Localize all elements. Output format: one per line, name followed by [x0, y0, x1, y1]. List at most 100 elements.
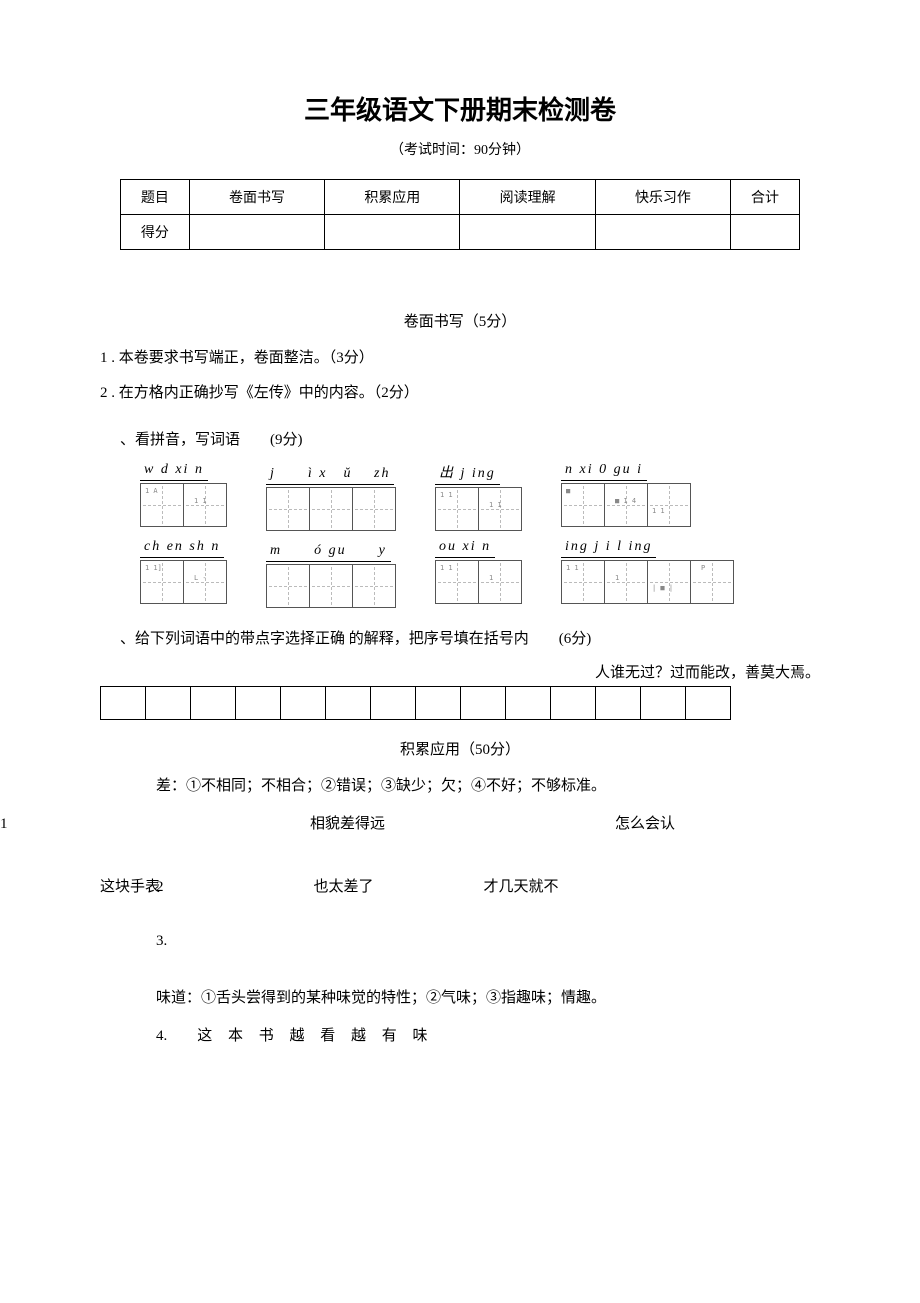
char-box: P [690, 560, 734, 604]
char-box: 1 A [140, 483, 184, 527]
char-box [309, 487, 353, 531]
char-box [266, 564, 310, 608]
th-writing: 快乐习作 [595, 180, 730, 215]
answer-cell [281, 687, 326, 720]
pinyin-text: 出 j ing [435, 462, 500, 485]
noise-text: 1 1 [652, 508, 665, 515]
noise-text: P [701, 565, 705, 572]
td-empty [189, 215, 324, 250]
th-reading: 阅读理解 [460, 180, 595, 215]
char-boxes: 1 1 1 [435, 560, 521, 604]
char-box [352, 487, 396, 531]
char-box: 1 [478, 560, 522, 604]
answer-cell [416, 687, 461, 720]
pinyin-block: ou xi n 1 1 1 [435, 539, 521, 608]
noise-text: 1 1 [440, 565, 453, 572]
noise-text: 1 1 [489, 502, 502, 509]
noise-text: L - [194, 575, 207, 582]
th-topic: 题目 [121, 180, 190, 215]
char-box: 1 1 [561, 560, 605, 604]
answer-cell [461, 687, 506, 720]
pinyin-block: ing j i l ing 1 1 1 | ■ | P [561, 539, 733, 608]
char-box: ■ 1 4 [604, 483, 648, 527]
doc-subtitle: （考试时间：90分钟） [100, 139, 820, 159]
explain-heading: 、给下列词语中的带点字选择正确 的解释，把序号填在括号内 (6分) [120, 626, 820, 653]
pinyin-text: j ì x ǔ zh [266, 462, 394, 485]
pinyin-text: ou xi n [435, 539, 495, 558]
th-accum: 积累应用 [325, 180, 460, 215]
answer-cell [236, 687, 281, 720]
pinyin-text: ing j i l ing [561, 539, 656, 558]
answer-cell [371, 687, 416, 720]
char-box [309, 564, 353, 608]
pinyin-text: n xi 0 gu i [561, 462, 647, 481]
td-empty [731, 215, 800, 250]
handwriting-heading: 卷面书写（5分） [100, 310, 820, 331]
pinyin-text: w d xi n [140, 462, 208, 481]
char-box: 1 1] [140, 560, 184, 604]
char-box [352, 564, 396, 608]
char-box: 1 1 [435, 487, 479, 531]
td-empty [325, 215, 460, 250]
char-boxes: 1 1 1 | ■ | P [561, 560, 733, 604]
td-score-label: 得分 [121, 215, 190, 250]
td-empty [460, 215, 595, 250]
q3-num: 3. [156, 928, 820, 955]
char-boxes [266, 487, 395, 531]
cha-definition: 差：①不相同；不相合；②错误；③缺少；欠；④不好；不够标准。 [156, 773, 820, 800]
char-box: | ■ | [647, 560, 691, 604]
answer-cell [641, 687, 686, 720]
char-boxes: 1 1 1 1 [435, 487, 521, 531]
answer-cell [506, 687, 551, 720]
quote-text: 人谁无过？过而能改，善莫大焉。 [100, 661, 820, 682]
q1-text-a: 相貌差得远 [310, 808, 385, 841]
answer-cell [326, 687, 371, 720]
wei-definition: 味道：①舌头尝得到的某种味觉的特性；②气味；③指趣味；情趣。 [156, 985, 820, 1012]
noise-text: ■ [566, 488, 570, 495]
pinyin-text: ch en sh n [140, 539, 224, 558]
hw-item1: 1 . 本卷要求书写端正，卷面整洁。（3分） [100, 345, 820, 372]
answer-cell [101, 687, 146, 720]
pinyin-block: j ì x ǔ zh [266, 462, 395, 531]
char-boxes: 1 A 1 1 [140, 483, 226, 527]
pinyin-block: m ó gu y [266, 539, 395, 608]
char-boxes: 1 1] L - [140, 560, 226, 604]
noise-text: 1 1 [194, 498, 207, 505]
q2-text-b: 才几天就不 [484, 871, 559, 904]
th-handwriting: 卷面书写 [189, 180, 324, 215]
pinyin-text: m ó gu y [266, 539, 391, 562]
q1-text-b: 怎么会认 [615, 808, 675, 841]
td-empty [595, 215, 730, 250]
pinyin-row-1: w d xi n1 A1 1j ì x ǔ zh出 j ing1 11 1n x… [140, 462, 820, 531]
noise-text: ■ 1 4 [615, 498, 636, 505]
noise-text: | ■ | [652, 585, 673, 592]
score-value-row: 得分 [121, 215, 800, 250]
answer-cell [191, 687, 236, 720]
noise-text: 1 [615, 575, 619, 582]
noise-text: 1 1 [566, 565, 579, 572]
hw-item2: 2 . 在方格内正确抄写《左传》中的内容。（2分） [100, 380, 820, 407]
char-boxes [266, 564, 395, 608]
noise-text: 1 1] [145, 565, 162, 572]
noise-text: 1 1 [440, 492, 453, 499]
char-box: 1 1 [647, 483, 691, 527]
char-box [266, 487, 310, 531]
pinyin-block: n xi 0 gu i ■ ■ 1 4 1 1 [561, 462, 690, 531]
char-box: 1 1 [478, 487, 522, 531]
answer-cell [551, 687, 596, 720]
pinyin-heading: 、看拼音，写词语 (9分) [120, 427, 820, 454]
accum-heading: 积累应用（50分） [100, 738, 820, 759]
q2-outer: 这块手表 [100, 871, 160, 904]
pinyin-block: 出 j ing 1 1 1 1 [435, 462, 521, 531]
answer-cell [146, 687, 191, 720]
th-total: 合计 [731, 180, 800, 215]
answer-cell [596, 687, 641, 720]
noise-text: 1 A [145, 488, 158, 495]
q4-num: 4. [156, 1020, 167, 1053]
doc-title: 三年级语文下册期末检测卷 [100, 90, 820, 127]
pinyin-row-2: ch en sh n1 1]L -m ó gu you xi n1 11ing … [140, 539, 820, 608]
pinyin-block: w d xi n 1 A 1 1 [140, 462, 226, 531]
q4-text: 这 本 书 越 看 越 有 味 [197, 1020, 433, 1053]
char-box: L - [183, 560, 227, 604]
char-box: 1 1 [435, 560, 479, 604]
